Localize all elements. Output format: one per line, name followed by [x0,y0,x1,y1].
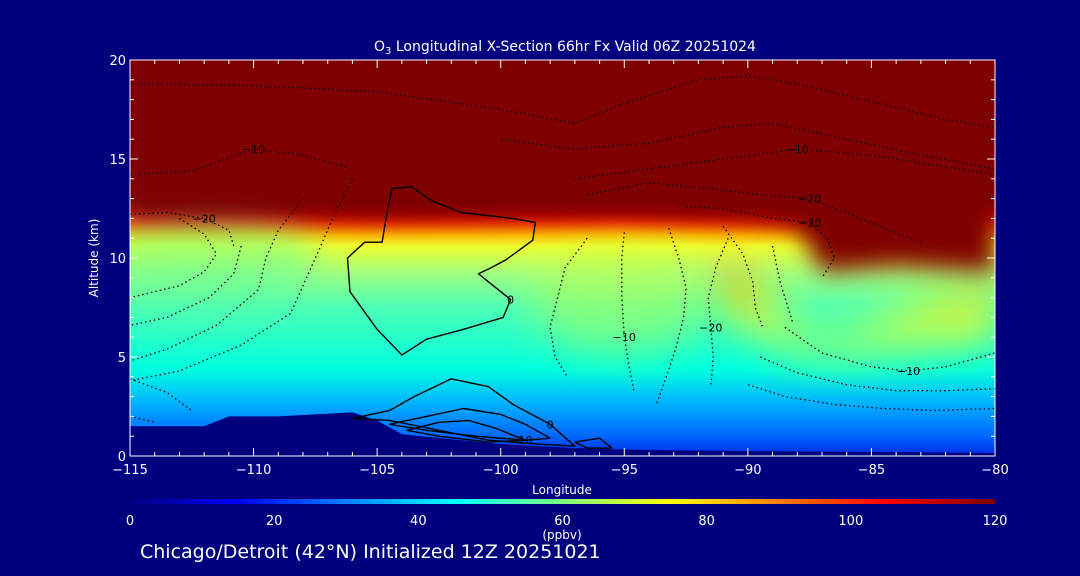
run-info-caption: Chicago/Detroit (42°N) Initialized 12Z 2… [140,541,601,563]
contour-lines: −10 −20 −10 −20 −30 −10 −20 −10 0 0 10 [130,75,995,449]
stratosphere-region [130,60,995,272]
x-tick-label-6: −85 [858,463,885,478]
dotted-contour-label-8: −10 [786,143,809,156]
solid-contour-label-3: 10 [518,434,532,447]
colorbar: 0 20 40 60 80 100 120 [126,499,1008,529]
solid-contour-2 [389,407,551,441]
dotted-contour-19 [747,384,995,412]
chart-title-subscript: 3 [385,46,391,57]
dotted-contour-18 [759,356,995,392]
dotted-contour-12 [771,245,793,322]
colorbar-tick-label-5: 100 [838,514,863,529]
chart-title: O3 Longitudinal X-Section 66hr Fx Valid … [374,39,756,57]
colorbar-tick-label-6: 120 [983,514,1008,529]
chart-title-base: O [374,39,385,55]
dotted-contour-10 [686,205,836,279]
colorbar-tick-label-2: 40 [410,514,427,529]
dotted-contour-6 [130,75,995,128]
y-axis-label: Altitude (km) [87,219,101,298]
dotted-contour-4 [130,198,304,362]
y-tick-label-4: 20 [109,54,126,69]
colorbar-tick-label-4: 80 [698,514,715,529]
dotted-contour-label-0: −10 [242,143,265,156]
x-tick-label-0: −115 [112,463,148,478]
chart-title-rest: Longitudinal X-Section 66hr Fx Valid 06Z… [391,39,756,55]
x-axis-label: Longitude [532,483,592,497]
plot-area: −10 −20 −10 −20 −30 −10 −20 −10 0 0 10 [130,60,995,456]
low-ozone-patch [130,205,320,315]
dotted-contour-8 [574,148,995,180]
dotted-contour-2 [130,217,218,299]
x-tick-label-7: −80 [981,463,1008,478]
x-tick-label-5: −90 [734,463,761,478]
solid-contour-1 [352,378,576,447]
solid-contour-0 [346,185,536,356]
dotted-contour-14 [621,232,635,393]
dotted-contour-20 [130,378,193,412]
dotted-contour-3 [130,245,242,326]
dotted-contour-label-14: −10 [613,331,636,344]
colorbar-tick-label-0: 0 [126,514,134,529]
dotted-contour-label-16: −20 [699,321,722,334]
dipping-ozone-band [723,258,995,365]
solid-contour-3 [406,419,527,443]
dotted-contour-label-10: −30 [798,216,821,229]
dotted-contour-label-9: −20 [798,193,821,206]
y-tick-label-2: 10 [109,252,126,267]
terrain [130,412,995,456]
x-tick-label-2: −105 [359,463,395,478]
dotted-contour-9 [587,182,922,243]
dotted-contour-label-17: −10 [897,365,920,378]
x-tick-label-1: −110 [236,463,272,478]
x-tick-label-4: −95 [611,463,638,478]
colorbar-tick-label-3: 60 [554,514,571,529]
y-tick-label-1: 5 [118,351,126,366]
dotted-contour-label-1: −20 [193,212,216,225]
dotted-contour-11 [722,225,764,328]
dotted-contour-16 [707,237,729,387]
colorbar-unit-label: (ppbv) [542,528,581,542]
y-tick-label-3: 15 [109,153,126,168]
y-tick-label-0: 0 [118,450,126,465]
dotted-contour-15 [655,228,687,405]
solid-contour-4 [574,437,613,449]
dotted-contour-0 [130,148,353,176]
solid-contour-label-1: 0 [547,418,554,431]
colorbar-tick-label-1: 20 [266,514,283,529]
solid-contour-label-0: 0 [507,294,514,307]
high-ozone-patch [530,245,710,355]
x-tick-label-3: −100 [483,463,519,478]
colorbar-bar [130,499,995,504]
